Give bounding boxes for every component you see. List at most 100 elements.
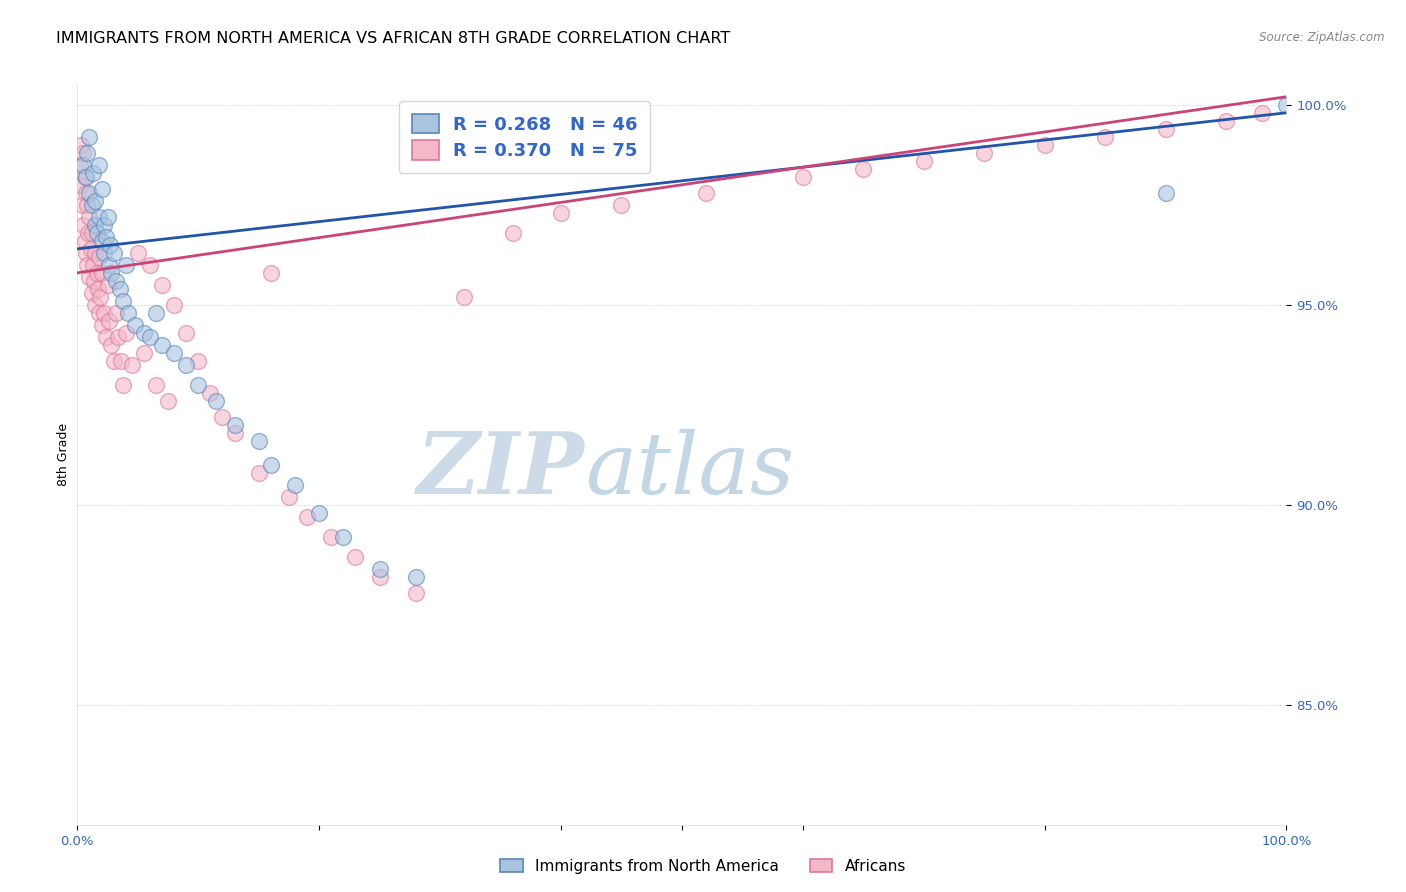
Point: [453, 290, 475, 304]
Point: [368, 570, 391, 584]
Point: [90, 234, 112, 248]
Point: [83, 274, 105, 288]
Point: [187, 377, 209, 392]
Point: [105, 306, 128, 320]
Point: [332, 530, 354, 544]
Point: [1154, 121, 1177, 136]
Point: [107, 330, 129, 344]
Point: [79, 210, 101, 224]
Point: [93, 306, 115, 320]
Point: [211, 409, 233, 424]
Point: [90, 266, 112, 280]
Point: [150, 277, 173, 292]
Point: [157, 393, 180, 408]
Point: [87, 158, 110, 172]
Point: [150, 338, 173, 352]
Point: [97, 314, 120, 328]
Point: [73, 169, 96, 184]
Point: [75, 169, 97, 184]
Point: [70, 198, 93, 212]
Point: [260, 266, 283, 280]
Point: [76, 198, 98, 212]
Point: [1215, 113, 1237, 128]
Point: [90, 318, 112, 332]
Point: [108, 282, 131, 296]
Point: [103, 245, 125, 260]
Point: [96, 277, 118, 292]
Text: IMMIGRANTS FROM NORTH AMERICA VS AFRICAN 8TH GRADE CORRELATION CHART: IMMIGRANTS FROM NORTH AMERICA VS AFRICAN…: [56, 31, 731, 46]
Point: [76, 258, 98, 272]
Y-axis label: 8th Grade: 8th Grade: [58, 424, 70, 486]
Point: [72, 145, 94, 160]
Point: [205, 393, 228, 408]
Point: [139, 330, 162, 344]
Point: [145, 306, 167, 320]
Point: [86, 266, 108, 280]
Point: [502, 226, 524, 240]
Point: [124, 318, 146, 332]
Point: [97, 258, 120, 272]
Point: [84, 194, 107, 208]
Point: [100, 266, 122, 280]
Text: Source: ZipAtlas.com: Source: ZipAtlas.com: [1260, 31, 1385, 45]
Point: [87, 306, 110, 320]
Point: [79, 129, 101, 144]
Point: [72, 218, 94, 232]
Point: [80, 226, 103, 240]
Point: [69, 158, 91, 172]
Point: [121, 358, 143, 372]
Point: [278, 490, 301, 504]
Point: [79, 269, 101, 284]
Point: [79, 186, 101, 200]
Point: [912, 153, 935, 168]
Point: [308, 506, 330, 520]
Point: [82, 258, 104, 272]
Point: [1251, 105, 1274, 120]
Point: [550, 206, 572, 220]
Point: [117, 306, 139, 320]
Point: [174, 326, 197, 340]
Point: [163, 298, 186, 312]
Point: [110, 354, 132, 368]
Point: [368, 562, 391, 576]
Point: [695, 186, 717, 200]
Point: [70, 137, 93, 152]
Point: [90, 182, 112, 196]
Point: [163, 346, 186, 360]
Point: [405, 570, 427, 584]
Point: [79, 242, 101, 256]
Point: [852, 161, 875, 176]
Point: [260, 458, 283, 472]
Point: [224, 417, 246, 432]
Point: [76, 145, 98, 160]
Point: [77, 226, 100, 240]
Point: [344, 549, 367, 564]
Point: [73, 234, 96, 248]
Point: [87, 210, 110, 224]
Point: [284, 478, 307, 492]
Point: [105, 274, 128, 288]
Point: [247, 434, 270, 448]
Point: [93, 218, 115, 232]
Point: [103, 354, 125, 368]
Point: [75, 186, 97, 200]
Point: [72, 158, 94, 172]
Point: [321, 530, 343, 544]
Legend: Immigrants from North America, Africans: Immigrants from North America, Africans: [494, 853, 912, 880]
Point: [792, 169, 814, 184]
Point: [145, 377, 167, 392]
Point: [96, 210, 118, 224]
Point: [96, 330, 118, 344]
Point: [87, 250, 110, 264]
Point: [75, 245, 97, 260]
Point: [973, 145, 995, 160]
Point: [114, 326, 136, 340]
Point: [139, 258, 162, 272]
Point: [70, 178, 93, 192]
Point: [93, 245, 115, 260]
Point: [405, 586, 427, 600]
Point: [132, 326, 155, 340]
Point: [84, 298, 107, 312]
Point: [89, 290, 111, 304]
Text: atlas: atlas: [585, 428, 794, 511]
